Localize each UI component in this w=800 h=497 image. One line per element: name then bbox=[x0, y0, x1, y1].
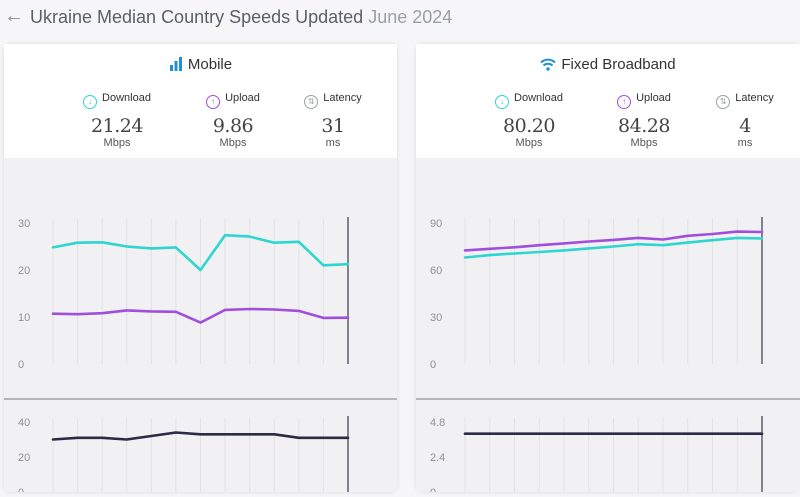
mobile-upload-unit: Mbps bbox=[219, 137, 247, 149]
mobile-speed-upload-line bbox=[51, 307, 350, 324]
mobile-speed-y-tick-label: 0 bbox=[18, 359, 24, 371]
fixed-charts: 030609002.44.806 / 202306 / 2024 bbox=[416, 217, 800, 492]
fixed-title-text: Fixed Broadband bbox=[561, 56, 676, 73]
arrow-down-circle-icon: ↓ bbox=[495, 95, 510, 109]
fixed-card-title: Fixed Broadband bbox=[416, 56, 800, 75]
mobile-latency-unit: ms bbox=[325, 137, 341, 149]
mobile-latency-y-tick-label: 20 bbox=[18, 452, 30, 464]
mobile-latency-value: 31 bbox=[321, 115, 345, 137]
wifi-icon bbox=[540, 58, 557, 75]
fixed-latency-value: 4 bbox=[739, 115, 751, 137]
mobile-speed-y-tick-label: 30 bbox=[18, 218, 30, 230]
fixed-speed-y-tick-label: 60 bbox=[430, 265, 442, 277]
fixed-chart-area: 030609002.44.806 / 202306 / 2024 bbox=[416, 158, 800, 492]
mobile-summary: Mobile ↓ Download 21.24 Mbps ↑ Upload 9.86… bbox=[4, 44, 397, 158]
mobile-chart-area: 01020300204006 / 202306 / 2024 bbox=[4, 158, 397, 492]
fixed-speed-y-tick-label: 30 bbox=[430, 312, 442, 324]
mobile-card-title: Mobile bbox=[4, 56, 397, 75]
mobile-speed-y-tick-label: 10 bbox=[18, 312, 30, 324]
fixed-upload-unit: Mbps bbox=[630, 137, 658, 149]
mobile-card: Mobile ↓ Download 21.24 Mbps ↑ Upload 9.86… bbox=[4, 44, 397, 492]
fixed-download-unit: Mbps bbox=[515, 137, 543, 149]
mobile-latency-y-tick-label: 40 bbox=[18, 417, 30, 429]
arrow-up-circle-icon: ↑ bbox=[617, 95, 632, 109]
arrow-left-icon[interactable]: ← bbox=[4, 5, 24, 27]
mobile-speed-download-line bbox=[51, 233, 350, 272]
fixed-summary: Fixed Broadband ↓ Download 80.20 Mbps ↑ Up… bbox=[416, 44, 800, 158]
mobile-latency-metric: ⇅ Latency 31 ms bbox=[278, 92, 388, 149]
title-main: Ukraine Median Country Speeds Updated bbox=[30, 7, 364, 27]
swap-circle-icon: ⇅ bbox=[716, 95, 731, 109]
fixed-latency-y-tick-label: 0 bbox=[430, 487, 436, 492]
mobile-download-label: Download bbox=[102, 92, 151, 104]
fixed-download-label: Download bbox=[514, 92, 563, 104]
arrow-up-circle-icon: ↑ bbox=[206, 95, 221, 109]
fixed-upload-label: Upload bbox=[636, 92, 671, 104]
mobile-download-metric: ↓ Download 21.24 Mbps bbox=[62, 92, 172, 149]
page-header: ← Ukraine Median Country Speeds Updated … bbox=[0, 0, 800, 34]
fixed-speed-upload-line bbox=[463, 230, 764, 252]
fixed-upload-value: 84.28 bbox=[618, 115, 670, 137]
mobile-speed-y-tick-label: 20 bbox=[18, 265, 30, 277]
fixed-upload-metric: ↑ Upload 84.28 Mbps bbox=[589, 92, 699, 149]
mobile-upload-value: 9.86 bbox=[212, 115, 254, 137]
mobile-download-unit: Mbps bbox=[103, 137, 131, 149]
title-date: June 2024 bbox=[368, 7, 453, 27]
mobile-latency-label: Latency bbox=[323, 92, 362, 104]
arrow-down-circle-icon: ↓ bbox=[83, 95, 98, 109]
mobile-upload-metric: ↑ Upload 9.86 Mbps bbox=[178, 92, 288, 149]
fixed-speed-y-tick-label: 0 bbox=[430, 359, 436, 371]
fixed-download-metric: ↓ Download 80.20 Mbps bbox=[474, 92, 584, 149]
page-title: Ukraine Median Country Speeds Updated Ju… bbox=[30, 7, 452, 28]
fixed-download-value: 80.20 bbox=[503, 115, 555, 137]
mobile-latency-y-tick-label: 0 bbox=[18, 487, 24, 492]
mobile-charts: 01020300204006 / 202306 / 2024 bbox=[4, 217, 397, 492]
fixed-latency-unit: ms bbox=[737, 137, 753, 149]
fixed-speed-y-tick-label: 90 bbox=[430, 218, 442, 230]
fixed-latency-y-tick-label: 4.8 bbox=[430, 417, 445, 429]
fixed-latency-metric: ⇅ Latency 4 ms bbox=[690, 92, 800, 149]
fixed-speed-download-line bbox=[463, 236, 764, 259]
swap-circle-icon: ⇅ bbox=[304, 95, 319, 109]
fixed-latency-label: Latency bbox=[735, 92, 774, 104]
fixed-latency-y-tick-label: 2.4 bbox=[430, 452, 445, 464]
mobile-download-value: 21.24 bbox=[91, 115, 143, 137]
fixed-card: Fixed Broadband ↓ Download 80.20 Mbps ↑ Up… bbox=[416, 44, 800, 492]
signal-bars-icon bbox=[169, 57, 183, 75]
mobile-latency-latency-line bbox=[51, 431, 350, 441]
mobile-upload-label: Upload bbox=[225, 92, 260, 104]
mobile-title-text: Mobile bbox=[187, 56, 233, 73]
